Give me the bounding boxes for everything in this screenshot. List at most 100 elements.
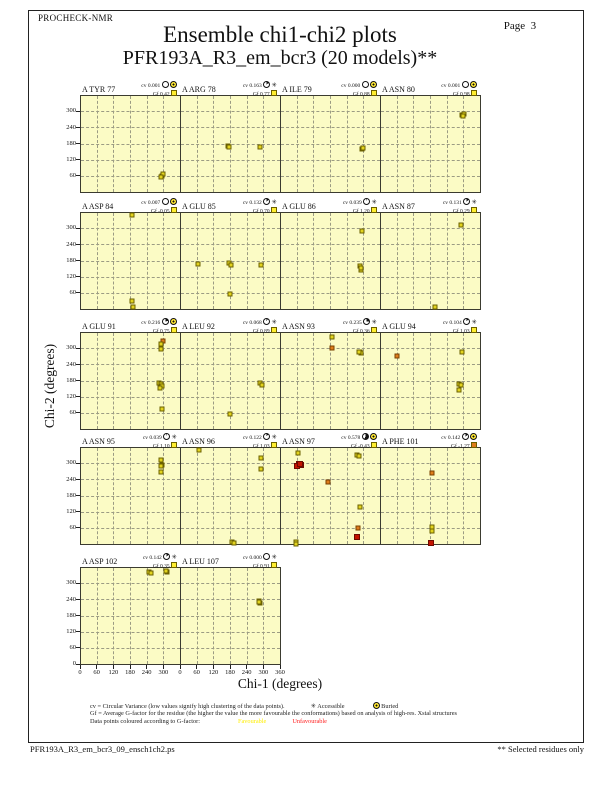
chi1-chi2-plot [179, 566, 281, 665]
gf-square-icon [471, 89, 477, 96]
gridline-horizontal [380, 495, 480, 497]
data-point [258, 466, 264, 472]
gridline-vertical [163, 95, 165, 192]
data-point [159, 406, 165, 412]
gridline-horizontal [280, 380, 380, 382]
x-tick [146, 664, 148, 669]
buried-icon [470, 433, 477, 440]
data-point [427, 540, 434, 547]
chi1-chi2-plot [279, 331, 381, 430]
y-tick-label: 300 [66, 459, 76, 467]
cv-gf-annotation: cv 0.142 ✳ Gf 0.35 [80, 553, 177, 570]
data-point [429, 470, 435, 476]
gridline-horizontal [280, 463, 380, 465]
gridline-vertical [263, 212, 265, 309]
circular-variance-clock-icon [263, 81, 271, 88]
residue-label: A ASN 95 [82, 437, 115, 446]
y-tick-label: 60 [69, 644, 77, 652]
buried-icon [170, 198, 177, 205]
data-point [325, 479, 331, 485]
gridline-horizontal [80, 495, 180, 497]
gridline-horizontal [80, 583, 180, 585]
chi1-chi2-plot [279, 446, 381, 547]
accessible-label: Accessible [317, 703, 345, 710]
y-tick [76, 582, 80, 584]
gf-line: Gf 0.35 [80, 561, 177, 570]
data-point [158, 469, 164, 475]
gridline-horizontal [280, 260, 380, 262]
buried-icon [170, 318, 177, 325]
gridline-vertical [263, 95, 265, 192]
residue-label: A ASP 102 [82, 557, 118, 566]
gridline-horizontal [280, 143, 380, 145]
gf-line: Gf -1.27 [380, 441, 477, 450]
buried-icon [370, 433, 377, 440]
cv-gf-annotation: cv 0.142 Gf -1.27 [380, 433, 477, 450]
gf-square-icon [171, 206, 177, 213]
gf-square-icon [371, 326, 377, 333]
accessible-icon: ✳ [271, 318, 277, 326]
y-tick-label: 240 [66, 123, 76, 131]
gf-line: Gf 0.42 [80, 89, 177, 98]
gridline-vertical [163, 212, 165, 309]
y-tick-label: 240 [66, 475, 76, 483]
accessible-icon: ✳ [471, 198, 477, 206]
gridline-horizontal [80, 348, 180, 350]
data-point [256, 599, 262, 605]
data-point [228, 262, 234, 267]
chi1-chi2-plot [379, 94, 481, 193]
y-tick-label: 180 [66, 611, 76, 619]
gf-square-icon [471, 441, 477, 448]
data-point [231, 540, 237, 546]
cv-line: cv 0.068 ✳ [242, 318, 277, 326]
gf-square-icon [471, 326, 477, 333]
data-point [394, 353, 400, 359]
gridline-horizontal [380, 111, 480, 113]
gridline-horizontal [80, 127, 180, 129]
cv-line: cv 0.216 [80, 318, 177, 327]
gridline-horizontal [280, 228, 380, 230]
x-tick [112, 664, 114, 669]
gridline-horizontal [80, 111, 180, 113]
gridline-horizontal [80, 143, 180, 145]
data-point [459, 349, 465, 355]
cv-line: cv 0.039 ✳ [142, 433, 177, 441]
y-tick [76, 527, 80, 529]
x-tick-label: 180 [225, 669, 235, 676]
gridline-horizontal [80, 463, 180, 465]
gf-square-icon [171, 561, 177, 568]
x-tick [279, 664, 281, 669]
cv-line: cv 0.578 [280, 433, 377, 442]
x-tick-label: 60 [193, 669, 200, 676]
y-tick [76, 462, 80, 464]
cv-line: cv 0.000 [280, 81, 377, 90]
circular-variance-clock-icon [263, 553, 271, 560]
gridline-vertical [363, 95, 365, 192]
legend-cv-line: cv = Circular Variance (low values signi… [90, 702, 399, 710]
residue-label: A LEU 107 [182, 557, 219, 566]
data-point [329, 334, 335, 340]
x-tick [196, 664, 198, 669]
gridline-horizontal [180, 364, 280, 366]
gridline-horizontal [380, 127, 480, 129]
gridline-horizontal [180, 111, 280, 113]
gf-line: Gf 1.20 [280, 206, 377, 215]
gridline-horizontal [80, 380, 180, 382]
x-tick-label: 120 [108, 669, 119, 676]
gridline-horizontal [380, 348, 480, 350]
data-point [356, 349, 362, 355]
x-tick [129, 664, 131, 669]
y-tick [76, 363, 80, 365]
gf-square-icon [471, 206, 477, 213]
data-point [359, 228, 365, 234]
data-point [257, 144, 263, 150]
cv-gf-annotation: cv 0.068 ✳ Gf 0.89 [180, 318, 277, 335]
accessible-icon: ✳ [171, 553, 177, 561]
cv-line: cv 0.122 ✳ [242, 433, 277, 441]
gridline-vertical [363, 447, 365, 544]
y-tick-label: 60 [69, 409, 77, 417]
accessible-icon: ✳ [271, 198, 277, 206]
cv-gf-annotation: cv 0.578 Gf -0.43 [280, 433, 377, 450]
chi1-chi2-plot [79, 211, 181, 310]
residue-label: A GLU 91 [82, 322, 116, 331]
